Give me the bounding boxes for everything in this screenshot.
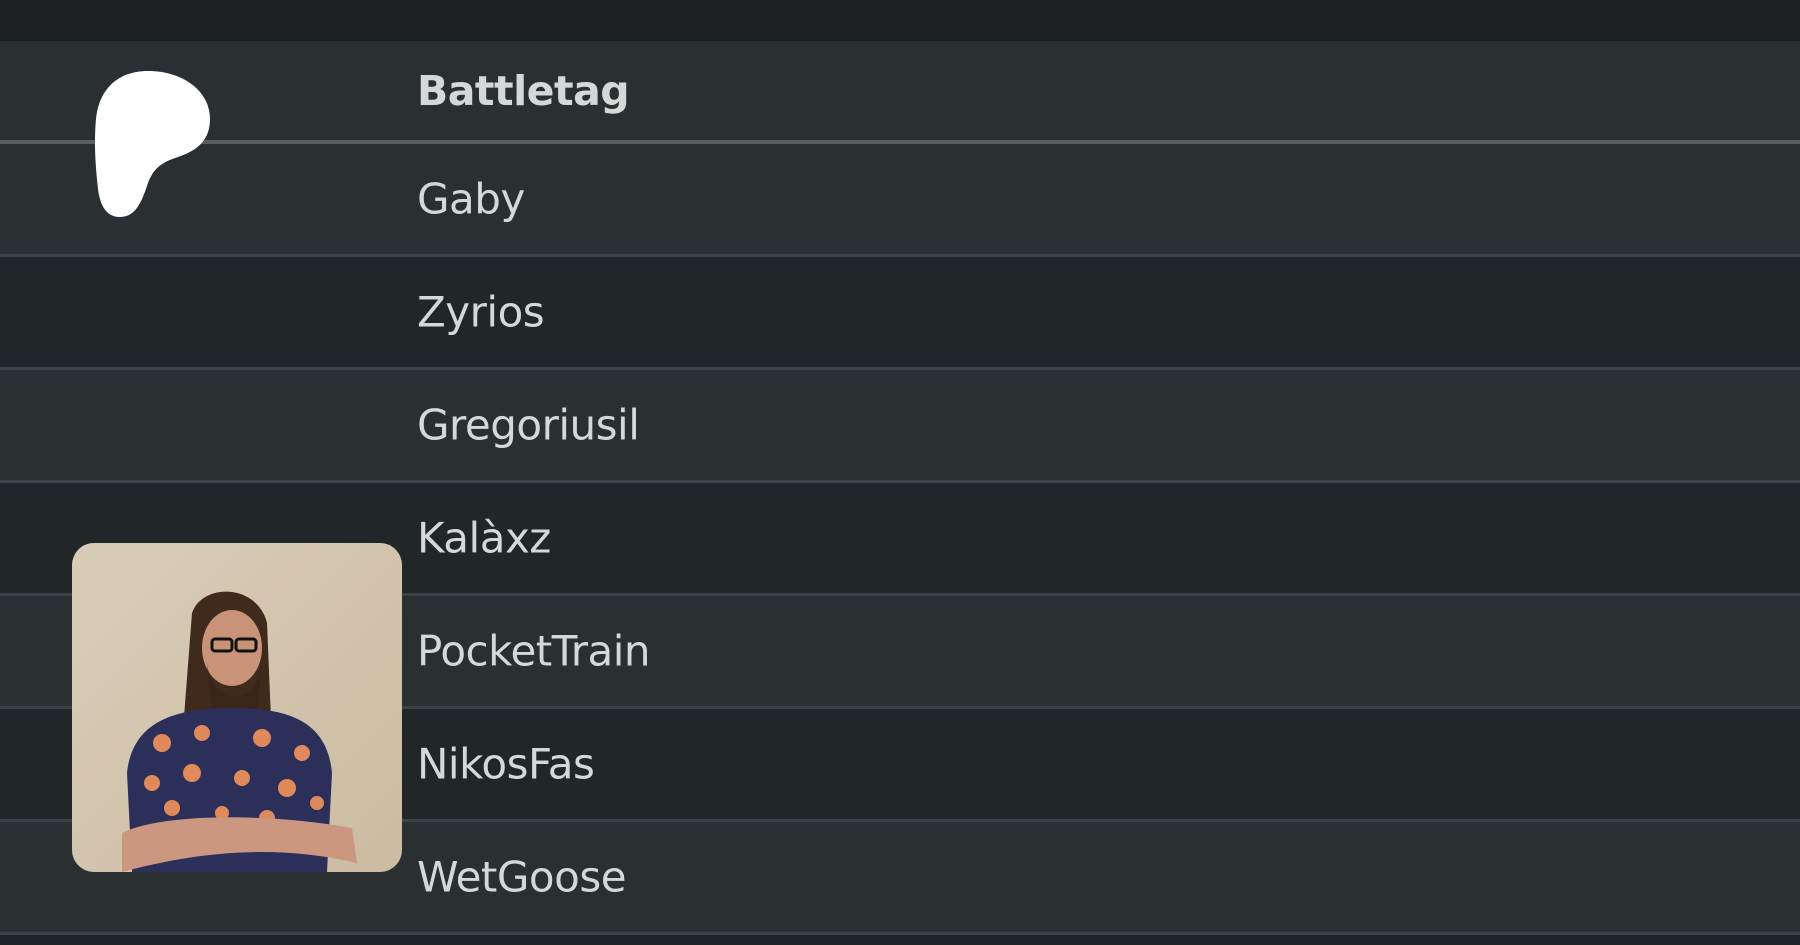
table-row: Zyrios bbox=[0, 257, 1800, 370]
battletag-cell: Kalàxz bbox=[417, 513, 551, 563]
table-row: Gregoriusil bbox=[0, 370, 1800, 483]
patreon-logo-icon bbox=[78, 71, 210, 217]
battletag-cell: Gaby bbox=[417, 174, 525, 224]
battletag-cell: WetGoose bbox=[417, 852, 627, 902]
battletag-cell: PocketTrain bbox=[417, 626, 651, 676]
top-bar bbox=[0, 0, 1800, 41]
column-header-battletag: Battletag bbox=[417, 66, 630, 115]
battletag-cell: Zyrios bbox=[417, 287, 545, 337]
user-photo bbox=[72, 543, 402, 872]
table-row: Gaby bbox=[0, 144, 1800, 257]
battletag-cell: Gregoriusil bbox=[417, 400, 640, 450]
table-header-row: Battletag bbox=[0, 41, 1800, 144]
battletag-cell: NikosFas bbox=[417, 739, 595, 789]
